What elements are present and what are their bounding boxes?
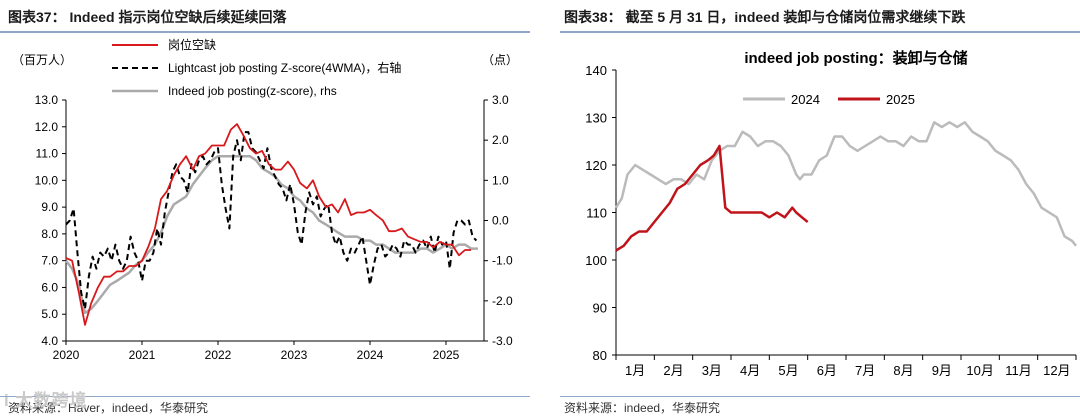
- x-tick-label: 5月: [778, 363, 798, 378]
- y-tick-label-right: 3.0: [492, 93, 509, 107]
- y-tick-label-right: -1.0: [492, 254, 513, 268]
- x-tick-label: 12月: [1043, 363, 1070, 378]
- series-line-2025: [615, 144, 809, 252]
- x-tick-label: 1月: [625, 363, 645, 378]
- y-tick-label: 90: [593, 301, 607, 316]
- y-tick-label-right: -3.0: [492, 334, 513, 348]
- right-title-rule: [560, 31, 1080, 33]
- series-line-indeed: [65, 154, 478, 315]
- y-tick-label-right: 0.0: [492, 214, 509, 228]
- y-tick-label: 120: [585, 158, 607, 173]
- x-tick-label: 2024: [357, 348, 384, 362]
- y-tick-label-right: 2.0: [492, 133, 509, 147]
- right-chart: 80 90 100 110 120 130 140 1月 2月 3月 4月 5月 6月 7月 8月 9月 10月…: [585, 49, 1077, 378]
- legend-label: 岗位空缺: [168, 37, 216, 52]
- watermark-logo: i 大数跨境: [4, 391, 88, 410]
- y-tick-label-left: 7.0: [41, 254, 58, 268]
- x-tick-label: 3月: [702, 363, 722, 378]
- left-axis-unit: （百万人）: [12, 53, 72, 67]
- y-tick-label-left: 12.0: [35, 120, 59, 134]
- legend-label: Lightcast job posting Z-score(4WMA)，右轴: [168, 60, 401, 75]
- right-axis-unit: （点）: [482, 53, 518, 67]
- chart-title: indeed job posting：装卸与仓储: [744, 49, 967, 67]
- y-tick-label-left: 13.0: [35, 93, 59, 107]
- x-tick-label: 4月: [740, 363, 760, 378]
- right-source: 资料来源：indeed，华泰研究: [564, 401, 721, 415]
- legend-label: 2024: [791, 92, 820, 107]
- left-figure-title: 图表37： Indeed 指示岗位空缺后续延续回落: [8, 9, 287, 25]
- x-tick-label: 2021: [129, 348, 156, 362]
- x-tick-label: 2025: [433, 348, 460, 362]
- x-tick-label: 6月: [817, 363, 837, 378]
- y-tick-label: 100: [585, 253, 607, 268]
- x-tick-label: 2023: [281, 348, 308, 362]
- y-tick-label-left: 9.0: [41, 200, 58, 214]
- right-source-rule: [560, 396, 1080, 397]
- right-panel: 图表38： 截至 5 月 31 日，indeed 装卸与仓储岗位需求继续下跌 8…: [560, 0, 1080, 418]
- y-tick-label-left: 10.0: [35, 173, 59, 187]
- legend-label: 2025: [886, 92, 915, 107]
- y-tick-label: 110: [586, 206, 607, 221]
- x-tick-label: 9月: [932, 363, 952, 378]
- y-tick-label: 80: [593, 348, 607, 363]
- left-panel: 图表37： Indeed 指示岗位空缺后续延续回落 4.0 5.0 6.0 7.0 8.…: [0, 0, 530, 418]
- x-tick-label: 7月: [855, 363, 875, 378]
- left-source: 资料来源：Haver，indeed，华泰研究: [8, 401, 209, 415]
- y-tick-label-right: -2.0: [492, 294, 513, 308]
- x-tick-label: 2020: [53, 348, 80, 362]
- series-line-lightcast: [65, 131, 478, 310]
- y-tick-label-left: 5.0: [41, 307, 58, 321]
- right-figure-title: 图表38： 截至 5 月 31 日，indeed 装卸与仓储岗位需求继续下跌: [564, 9, 966, 25]
- left-chart: 4.0 5.0 6.0 7.0 8.0 9.0 10.0 11.0 12.0 13.0 -3.0 -2…: [12, 37, 518, 362]
- x-tick-label: 11月: [1005, 363, 1032, 378]
- y-tick-label-left: 8.0: [41, 227, 58, 241]
- y-tick-label: 130: [585, 111, 607, 126]
- x-tick-label: 2月: [663, 363, 683, 378]
- x-tick-label: 8月: [893, 363, 913, 378]
- legend-label: Indeed job posting(z-score), rhs: [168, 84, 337, 98]
- left-title-rule: [0, 31, 530, 33]
- y-tick-label-left: 11.0: [36, 147, 59, 161]
- y-tick-label: 140: [585, 63, 607, 78]
- y-tick-label-left: 6.0: [41, 280, 58, 294]
- x-tick-label: 10月: [966, 363, 993, 378]
- x-tick-label: 2022: [205, 348, 232, 362]
- series-line-2024: [614, 121, 1077, 247]
- left-source-rule: [0, 396, 530, 397]
- series-line-job-openings: [65, 123, 472, 326]
- y-tick-label-left: 4.0: [41, 334, 58, 348]
- y-tick-label-right: 1.0: [492, 173, 509, 187]
